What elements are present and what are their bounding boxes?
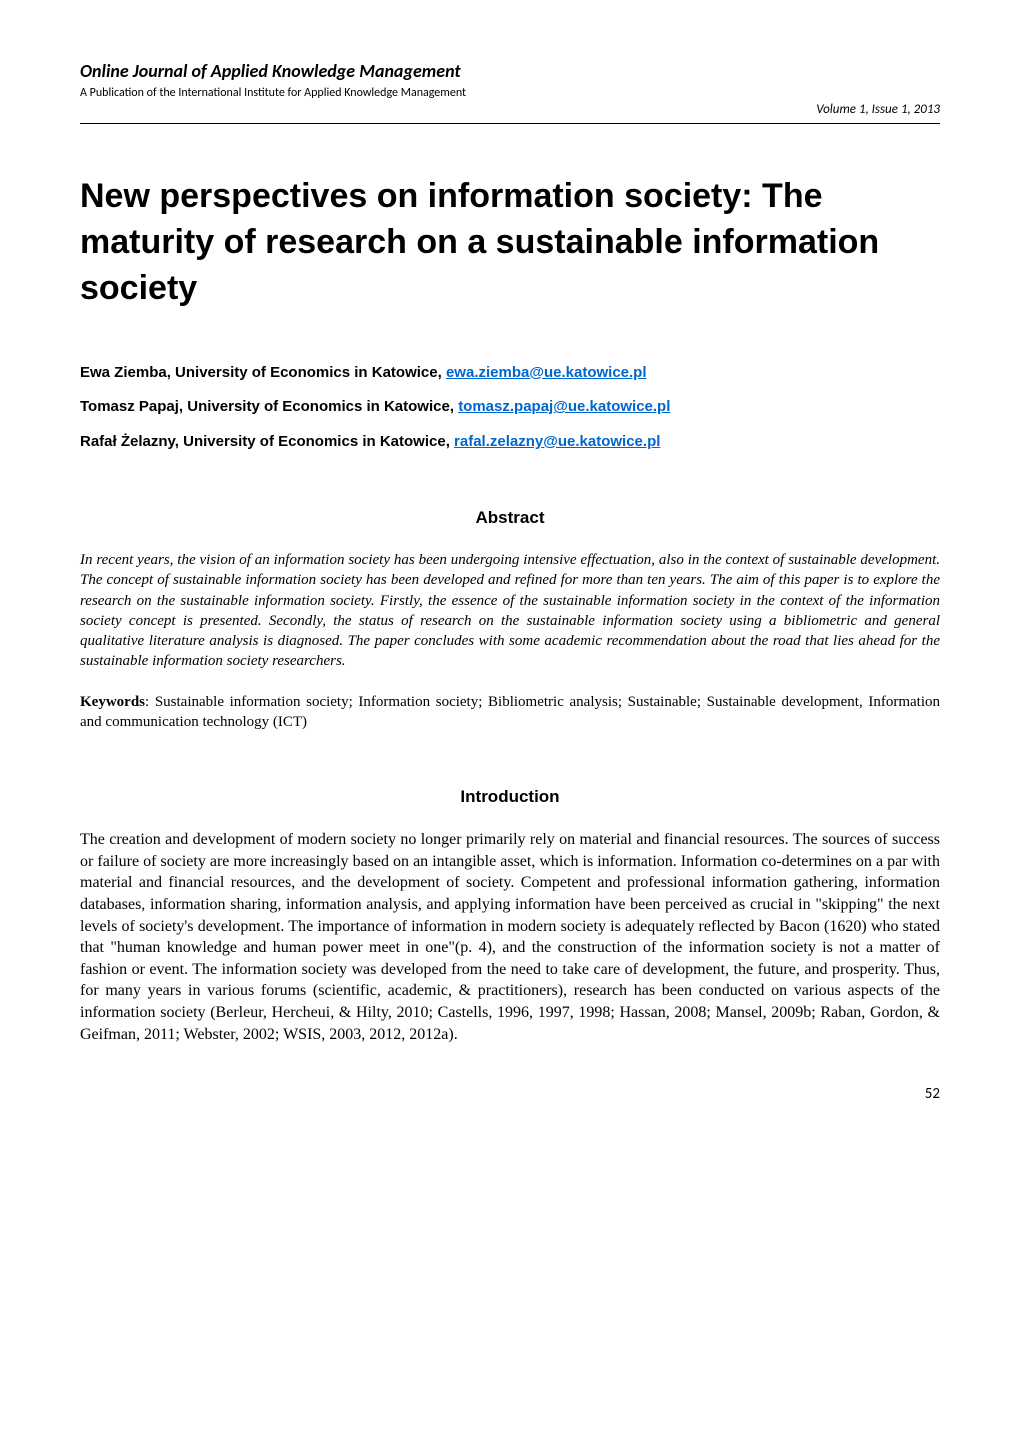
- author-line-1: Ewa Ziemba, University of Economics in K…: [80, 362, 940, 385]
- author-line-3: Rafał Żelazny, University of Economics i…: [80, 431, 940, 454]
- authors-block: Ewa Ziemba, University of Economics in K…: [80, 362, 940, 454]
- author-affiliation-3: University of Economics in Katowice: [183, 433, 446, 450]
- introduction-text: The creation and development of modern s…: [80, 829, 940, 1045]
- abstract-text: In recent years, the vision of an inform…: [80, 550, 940, 672]
- journal-title-block: Online Journal of Applied Knowledge Mana…: [80, 60, 461, 82]
- page-number: 52: [80, 1085, 940, 1103]
- abstract-heading: Abstract: [80, 508, 940, 528]
- journal-header: Online Journal of Applied Knowledge Mana…: [80, 60, 940, 82]
- journal-title: Online Journal of Applied Knowledge Mana…: [80, 60, 461, 82]
- author-email-link-3[interactable]: rafal.zelazny@ue.katowice.pl: [454, 433, 660, 450]
- introduction-heading: Introduction: [80, 787, 940, 807]
- author-email-link-1[interactable]: ewa.ziemba@ue.katowice.pl: [446, 364, 647, 381]
- author-line-2: Tomasz Papaj, University of Economics in…: [80, 396, 940, 419]
- keywords-label: Keywords: [80, 694, 145, 710]
- author-email-link-2[interactable]: tomasz.papaj@ue.katowice.pl: [458, 398, 670, 415]
- author-affiliation-2: University of Economics in Katowice: [187, 398, 450, 415]
- paper-title: New perspectives on information society:…: [80, 174, 940, 312]
- keywords-text: : Sustainable information society; Infor…: [80, 694, 940, 730]
- author-name-1: Ewa Ziemba: [80, 364, 167, 381]
- volume-info: Volume 1, Issue 1, 2013: [80, 102, 940, 117]
- header-divider: [80, 123, 940, 124]
- author-name-3: Rafał Żelazny: [80, 433, 175, 450]
- keywords-line: Keywords: Sustainable information societ…: [80, 692, 940, 733]
- author-affiliation-1: University of Economics in Katowice: [175, 364, 438, 381]
- author-name-2: Tomasz Papaj: [80, 398, 179, 415]
- journal-subtitle: A Publication of the International Insti…: [80, 86, 940, 100]
